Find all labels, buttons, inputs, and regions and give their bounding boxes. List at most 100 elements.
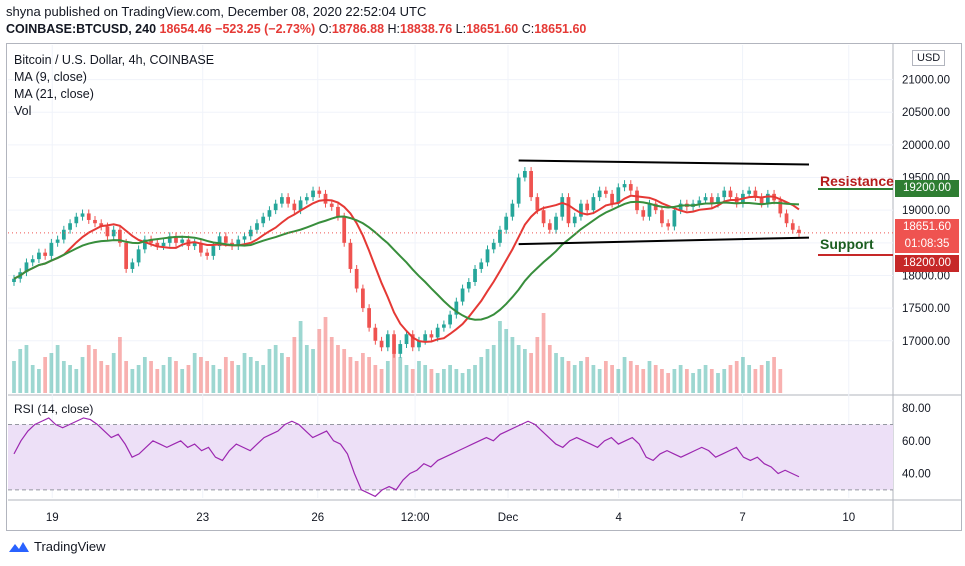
- candle-body: [336, 206, 340, 217]
- rsi-band: [8, 424, 893, 490]
- price-change: −523.25 (−2.73%): [215, 22, 316, 36]
- candle-body: [280, 197, 284, 204]
- candle-body: [86, 213, 91, 220]
- candle-body: [379, 340, 384, 348]
- volume-bar: [130, 369, 135, 393]
- candle-body: [373, 327, 378, 341]
- low-label: L:: [455, 22, 467, 36]
- candle-body: [784, 213, 789, 224]
- volume-bar: [579, 361, 583, 393]
- candle-body: [566, 197, 571, 224]
- volume-bar: [473, 365, 477, 393]
- price-tick-label: 21000.00: [902, 75, 950, 87]
- volume-bar: [267, 349, 272, 393]
- volume-bar: [255, 361, 259, 393]
- candle-body: [647, 203, 652, 217]
- support-label: Support: [820, 236, 874, 252]
- volume-bar: [547, 345, 552, 393]
- candle-body: [161, 242, 166, 247]
- volume-bar: [354, 361, 359, 393]
- volume-bar: [666, 373, 671, 393]
- volume-bar: [697, 369, 702, 393]
- volume-bar: [392, 353, 396, 393]
- price-tick-label: 19000.00: [902, 205, 950, 217]
- candle-body: [174, 236, 178, 243]
- volume-bar: [142, 357, 147, 393]
- countdown-badge: 01:08:35: [895, 236, 959, 253]
- volume-bar: [734, 361, 739, 393]
- volume-bar: [429, 369, 434, 393]
- candle-body: [429, 334, 434, 338]
- x-tick-label: 12:00: [401, 512, 430, 524]
- candle-body: [709, 197, 714, 204]
- volume-bar: [93, 349, 97, 393]
- x-tick-label: 7: [739, 512, 745, 524]
- volume-bar: [703, 365, 708, 393]
- price-tick-label: 17000.00: [902, 336, 950, 348]
- volume-bar: [261, 365, 266, 393]
- candle-body: [597, 190, 602, 198]
- volume-bar: [273, 345, 278, 393]
- legend-ma9: MA (9, close): [14, 70, 87, 84]
- candle-body: [317, 190, 322, 194]
- candle-body: [628, 184, 633, 191]
- candle-body: [24, 262, 29, 273]
- volume-bar: [24, 345, 29, 393]
- volume-bar: [554, 353, 558, 393]
- candle-body: [49, 242, 54, 256]
- candle-body: [435, 327, 440, 338]
- volume-bar: [529, 353, 533, 393]
- candle-body: [516, 177, 521, 204]
- volume-bar: [230, 361, 234, 393]
- rsi-tick-label: 40.00: [902, 469, 931, 481]
- volume-bar: [155, 369, 160, 393]
- candle-body: [149, 239, 153, 243]
- volume-bar: [336, 345, 340, 393]
- currency-button[interactable]: USD: [912, 50, 946, 66]
- volume-bar: [454, 369, 459, 393]
- x-tick-label: 23: [196, 512, 209, 524]
- volume-bar: [585, 357, 590, 393]
- candle-body: [199, 242, 203, 253]
- candle-body: [74, 216, 79, 224]
- legend-ma21: MA (21, close): [14, 87, 94, 101]
- volume-bar: [635, 365, 639, 393]
- volume-bar: [435, 373, 440, 393]
- volume-bar: [647, 361, 652, 393]
- volume-bar: [317, 329, 322, 393]
- price-tick-label: 20500.00: [902, 107, 950, 119]
- candle-body: [361, 288, 365, 309]
- candle-body: [697, 200, 702, 204]
- candle-body: [192, 242, 197, 247]
- candle-body: [367, 308, 371, 328]
- tradingview-logo[interactable]: TradingView: [8, 539, 106, 554]
- volume-bar: [410, 369, 415, 393]
- candle-body: [417, 340, 421, 348]
- support-price-badge: 18200.00: [895, 255, 959, 272]
- volume-bar: [12, 361, 16, 393]
- volume-bar: [367, 357, 371, 393]
- volume-bar: [304, 345, 309, 393]
- volume-bar: [591, 365, 596, 393]
- volume-bar: [603, 361, 608, 393]
- candle-body: [523, 171, 527, 178]
- volume-bar: [485, 349, 490, 393]
- legend-vol: Vol: [14, 104, 32, 118]
- volume-bar: [491, 345, 496, 393]
- candle-body: [348, 242, 353, 269]
- x-tick-label: 10: [842, 512, 855, 524]
- volume-bar: [616, 369, 621, 393]
- volume-bar: [628, 361, 633, 393]
- candle-body: [778, 200, 783, 214]
- x-tick-label: 26: [311, 512, 324, 524]
- volume-bar: [342, 349, 347, 393]
- candle-body: [124, 242, 129, 269]
- candle-body: [223, 236, 228, 243]
- volume-bar: [242, 353, 247, 393]
- volume-bar: [111, 353, 116, 393]
- candle-body: [535, 197, 540, 211]
- rsi-tick-label: 60.00: [902, 436, 931, 448]
- last-price-badge: 18651.60: [895, 219, 959, 236]
- candle-body: [37, 252, 41, 260]
